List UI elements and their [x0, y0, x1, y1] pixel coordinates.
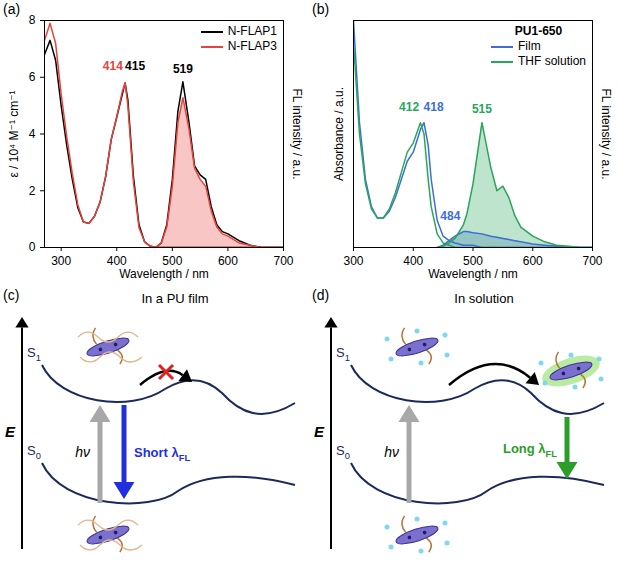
svg-text:S1: S1 [336, 345, 350, 363]
svg-text:415: 415 [125, 59, 145, 73]
svg-text:E: E [314, 423, 325, 440]
svg-text:700: 700 [582, 254, 602, 268]
svg-text:400: 400 [106, 254, 127, 268]
svg-text:E: E [5, 423, 16, 440]
svg-text:FL intensity / a.u.: FL intensity / a.u. [599, 89, 613, 180]
html-text:THF solution: THF solution [518, 54, 586, 68]
svg-text:(d): (d) [312, 287, 329, 303]
svg-text:414: 414 [103, 59, 123, 73]
svg-text:8: 8 [29, 13, 36, 27]
svg-text:0: 0 [29, 240, 36, 254]
html-text:(a): (a) [3, 1, 21, 17]
svg-text:hν: hν [384, 444, 399, 460]
html-text:PU1-650: PU1-650 [514, 24, 563, 38]
svg-text:4: 4 [29, 127, 36, 141]
svg-text:In a PU film: In a PU film [141, 291, 208, 306]
svg-text:Wavelength / nm: Wavelength / nm [119, 267, 209, 281]
svg-text:600: 600 [523, 254, 543, 268]
svg-text:6: 6 [29, 70, 36, 84]
html-text:N-FLAP1: N-FLAP1 [227, 24, 277, 38]
svg-text:519: 519 [173, 62, 193, 76]
svg-text:300: 300 [51, 254, 71, 268]
svg-text:700: 700 [273, 254, 293, 268]
svg-text:2: 2 [29, 184, 36, 198]
svg-text:S0: S0 [336, 443, 350, 461]
svg-text:S1: S1 [27, 345, 41, 363]
svg-text:500: 500 [463, 254, 483, 268]
html-text:Film: Film [518, 39, 541, 53]
svg-text:Long λFL: Long λFL [503, 441, 557, 459]
svg-text:500: 500 [162, 254, 183, 268]
svg-text:412: 412 [399, 100, 419, 114]
svg-text:Wavelength / nm: Wavelength / nm [428, 267, 518, 281]
html-text:N-FLAP3: N-FLAP3 [227, 39, 277, 53]
svg-text:300: 300 [343, 254, 363, 268]
svg-text:(c): (c) [3, 287, 19, 303]
svg-text:S0: S0 [27, 443, 41, 461]
svg-text:600: 600 [218, 254, 238, 268]
svg-text:400: 400 [403, 254, 423, 268]
svg-text:484: 484 [440, 209, 460, 223]
svg-text:FL intensity / a.u.: FL intensity / a.u. [290, 89, 304, 180]
svg-text:ε / 10⁴ M⁻¹ cm⁻¹: ε / 10⁴ M⁻¹ cm⁻¹ [7, 90, 21, 177]
svg-text:Absorbance / a.u.: Absorbance / a.u. [332, 87, 346, 181]
html-text:(b): (b) [312, 1, 330, 17]
svg-text:Short λFL: Short λFL [134, 445, 191, 463]
svg-text:In solution: In solution [454, 291, 513, 306]
svg-text:418: 418 [424, 100, 444, 114]
svg-text:515: 515 [472, 102, 492, 116]
svg-text:hν: hν [75, 444, 90, 460]
